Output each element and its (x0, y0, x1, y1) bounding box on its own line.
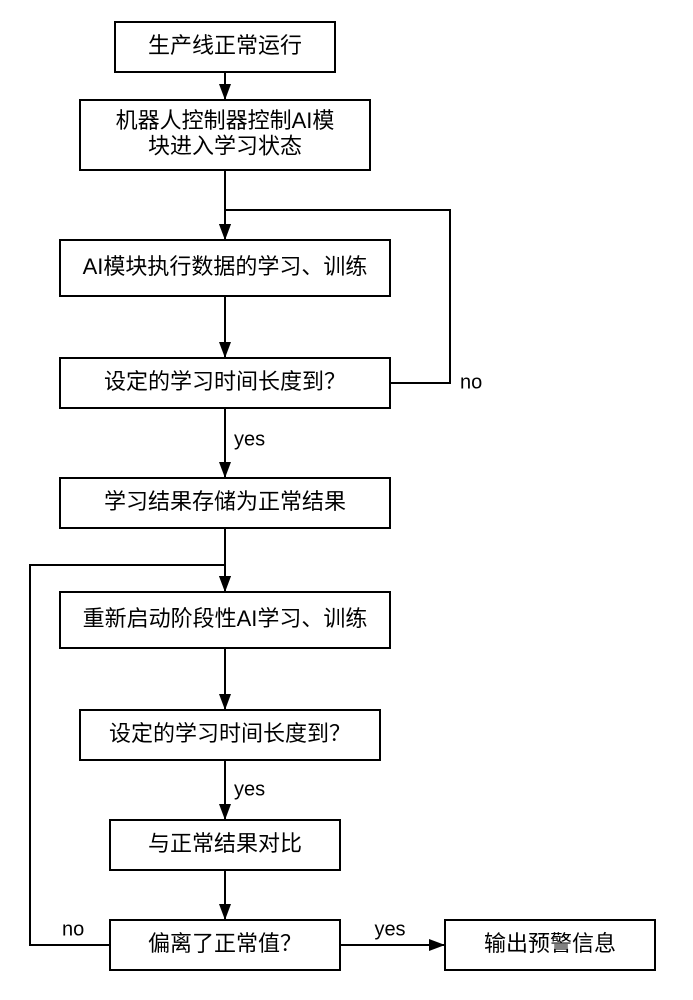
node-n4: 设定的学习时间长度到？ (60, 358, 390, 408)
node-n2: 机器人控制器控制AI模块进入学习状态 (80, 100, 370, 170)
node-n9: 偏离了正常值？ (110, 920, 340, 970)
node-label-n5-line0: 学习结果存储为正常结果 (104, 489, 346, 514)
node-n7: 设定的学习时间长度到？ (80, 710, 380, 760)
node-label-n6-line0: 重新启动阶段性AI学习、训练 (83, 606, 368, 631)
node-label-n2-line1: 块进入学习状态 (148, 133, 302, 158)
node-label-n4-line0: 设定的学习时间长度到？ (104, 369, 346, 394)
node-label-n8-line0: 与正常结果对比 (148, 831, 302, 856)
node-label-n3-line0: AI模块执行数据的学习、训练 (83, 254, 368, 279)
node-n10: 输出预警信息 (445, 920, 655, 970)
edge-label-e4: yes (234, 428, 265, 450)
flowchart-canvas: yes no yes yes no 生产线正常运行机器人控制器控制AI模块进入学习状态 AI… (0, 0, 693, 1000)
node-label-n10-line0: 输出预警信息 (484, 931, 616, 956)
edge-label-e11: no (62, 918, 84, 940)
edge-label-e5: no (460, 371, 482, 393)
node-n3: AI模块执行数据的学习、训练 (60, 240, 390, 296)
node-label-n2-line0: 机器人控制器控制AI模 (116, 108, 335, 133)
node-n1: 生产线正常运行 (115, 22, 335, 72)
node-n5: 学习结果存储为正常结果 (60, 478, 390, 528)
node-label-n7-line0: 设定的学习时间长度到？ (109, 721, 351, 746)
node-label-n1-line0: 生产线正常运行 (148, 33, 302, 58)
node-n8: 与正常结果对比 (110, 820, 340, 870)
edge-label-e10: yes (374, 918, 405, 940)
edge-label-e8: yes (234, 778, 265, 800)
node-n6: 重新启动阶段性AI学习、训练 (60, 592, 390, 648)
node-label-n9-line0: 偏离了正常值？ (148, 931, 302, 956)
